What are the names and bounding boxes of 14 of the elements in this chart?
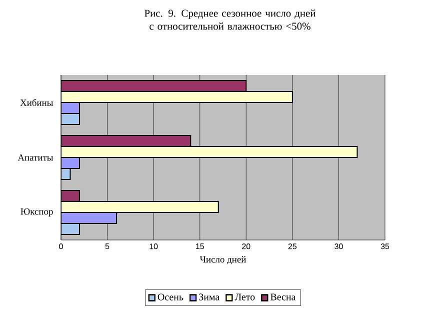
bar: [61, 91, 293, 103]
y-tick-label: Хибины: [20, 99, 54, 106]
legend-label: Зима: [199, 294, 220, 300]
bar: [61, 80, 247, 92]
legend-label: Лето: [234, 294, 255, 300]
y-tick-label: Юкспор: [20, 208, 53, 217]
bar: [61, 201, 219, 213]
bar: [61, 146, 358, 158]
y-tick-label: Апатиты: [18, 154, 54, 161]
legend-label: Весна: [270, 294, 296, 300]
legend-label: Осень: [158, 294, 184, 300]
bar: [61, 135, 192, 147]
chart-title: Рис. 9. Среднее сезонное число дней с относительной влажностью <50%: [144, 10, 316, 30]
x-axis-title: Число дней: [200, 256, 246, 264]
